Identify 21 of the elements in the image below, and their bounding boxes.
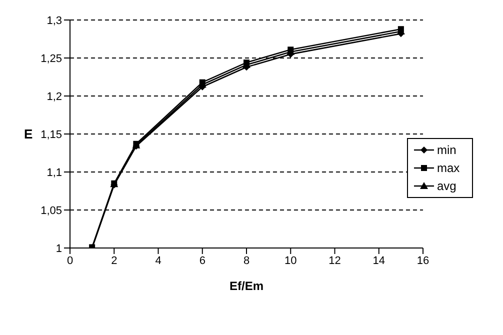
y-axis-title: E	[24, 126, 33, 142]
y-tick-label: 1,15	[40, 128, 62, 141]
y-tick-label: 1,05	[40, 204, 62, 217]
x-tick-label: 16	[416, 254, 430, 267]
legend-label: max	[437, 160, 460, 177]
legend-label: min	[437, 142, 456, 159]
y-tick-label: 1,1	[46, 166, 62, 179]
y-tick-label: 1,25	[40, 52, 62, 65]
x-tick-label: 4	[155, 254, 162, 267]
y-tick-label: 1,2	[46, 90, 62, 103]
x-axis-title: Ef/Em	[229, 279, 264, 293]
x-tick-label: 6	[199, 254, 206, 267]
x-tick-label: 2	[111, 254, 118, 267]
x-tick-label: 10	[284, 254, 297, 267]
x-tick-label: 0	[66, 254, 74, 267]
x-tick-label: 14	[372, 254, 385, 267]
x-tick-label: 8	[243, 254, 250, 267]
y-tick-label: 1	[56, 242, 62, 255]
x-tick-label: 12	[328, 254, 341, 267]
y-tick-label: 1,3	[46, 14, 62, 27]
legend-label: avg	[437, 178, 456, 195]
